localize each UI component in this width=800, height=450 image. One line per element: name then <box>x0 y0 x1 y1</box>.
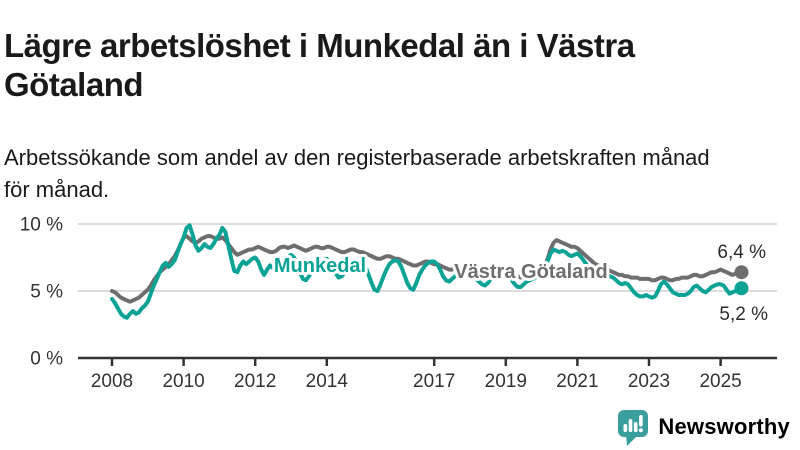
munkedal-end-value: 5,2 % <box>719 304 768 325</box>
newsworthy-logo-icon <box>618 410 649 446</box>
y-tick-label: 0 % <box>30 349 63 370</box>
x-tick-label: 2019 <box>485 371 527 392</box>
x-tick-label: 2014 <box>306 371 349 392</box>
newsworthy-logo-text: Newsworthy <box>658 414 790 439</box>
munkedal-end-dot <box>734 281 749 296</box>
chart-subtitle: Arbetssökande som andel av den registerb… <box>4 145 710 202</box>
x-tick-label: 2025 <box>699 371 741 392</box>
y-tick-label: 10 % <box>20 215 63 236</box>
x-axis-ticks: 2008 2010 2012 2014 2017 2019 2021 2023 2025 <box>91 358 742 392</box>
munkedal-series-label: Munkedal <box>274 255 366 277</box>
newsworthy-branding: Newsworthy <box>616 407 790 447</box>
page-title: Lägre arbetslöshet i Munkedal än i Västr… <box>4 27 635 104</box>
vastra-gotaland-end-dot <box>734 265 749 280</box>
y-axis-labels: 0 % 5 % 10 % <box>20 215 63 370</box>
x-tick-label: 2017 <box>413 371 455 392</box>
vastra-gotaland-end-value: 6,4 % <box>717 242 766 263</box>
x-tick-label: 2010 <box>162 371 204 392</box>
vastra-gotaland-series-label: Västra Götaland <box>454 261 607 283</box>
x-tick-label: 2008 <box>91 371 133 392</box>
x-tick-label: 2023 <box>628 371 670 392</box>
gridlines <box>78 223 777 292</box>
munkedal-line <box>110 223 744 320</box>
x-tick-label: 2021 <box>556 371 598 392</box>
x-tick-label: 2012 <box>234 371 276 392</box>
y-tick-label: 5 % <box>30 282 63 303</box>
